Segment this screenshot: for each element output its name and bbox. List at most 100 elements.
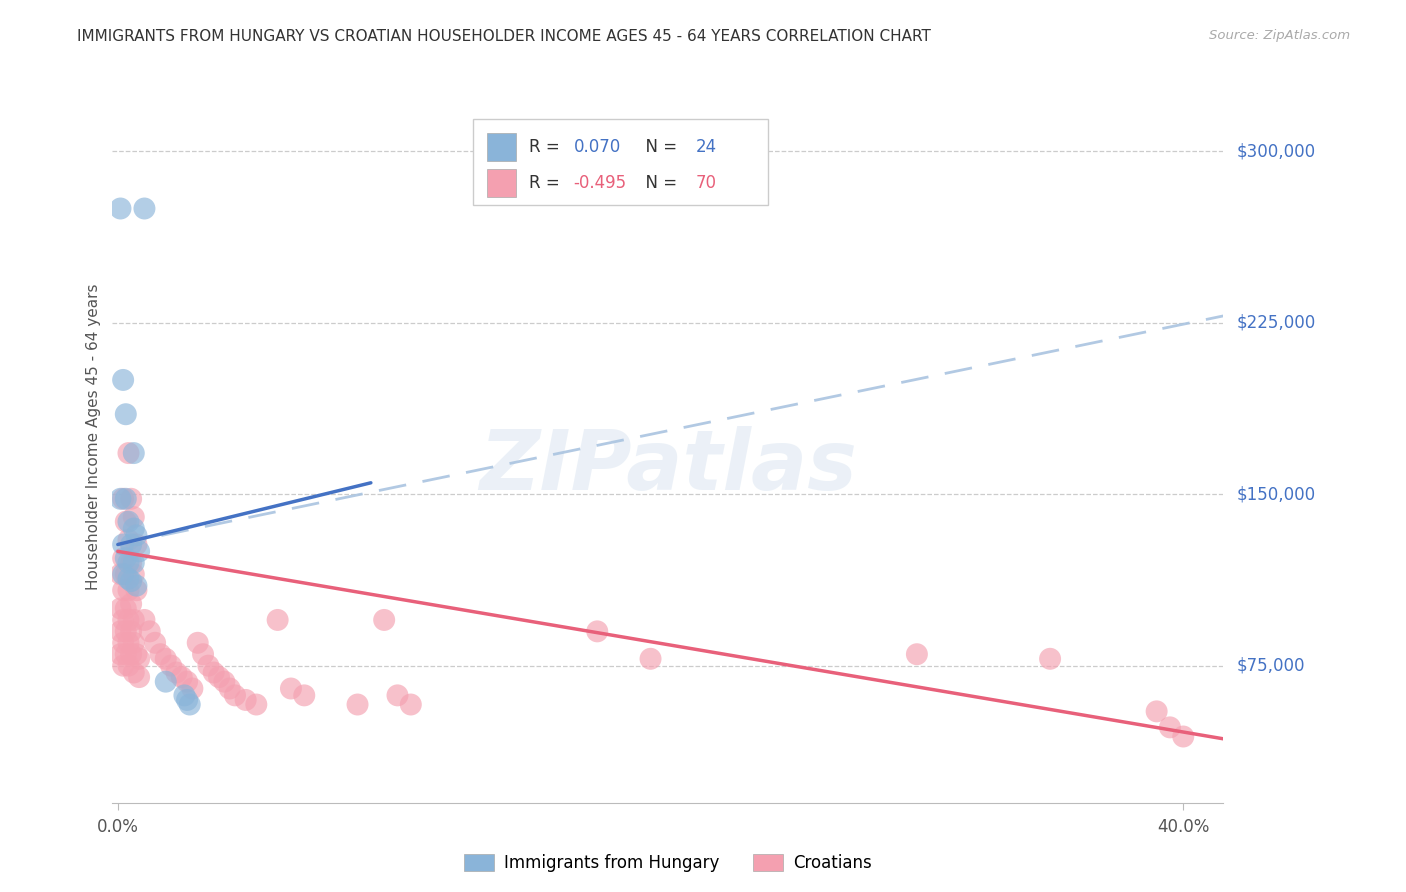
Point (117, 636, 139, 650)
Text: 0.070: 0.070 (574, 137, 620, 156)
Point (122, 510, 145, 524)
Point (143, 636, 166, 650)
Point (117, 583, 139, 598)
Point (117, 658, 139, 673)
Point (139, 624, 162, 639)
Point (112, 491, 135, 506)
FancyBboxPatch shape (474, 119, 768, 205)
Point (170, 670, 193, 684)
Text: ZIPatlas: ZIPatlas (479, 425, 856, 507)
Point (640, 652, 662, 666)
Point (245, 698, 267, 712)
Point (110, 601, 132, 615)
Point (110, 647, 132, 661)
Text: IMMIGRANTS FROM HUNGARY VS CROATIAN HOUSEHOLDER INCOME AGES 45 - 64 YEARS CORREL: IMMIGRANTS FROM HUNGARY VS CROATIAN HOUS… (77, 29, 931, 44)
Point (173, 689, 195, 703)
Point (149, 647, 172, 661)
Point (110, 491, 132, 506)
Point (122, 613, 145, 627)
Point (112, 551, 135, 566)
Text: $225,000: $225,000 (1237, 314, 1316, 332)
Point (114, 567, 136, 582)
Point (117, 572, 139, 586)
Text: Source: ZipAtlas.com: Source: ZipAtlas.com (1209, 29, 1350, 42)
Point (125, 647, 148, 661)
Point (120, 491, 142, 506)
Point (1039, 652, 1062, 666)
Text: N =: N = (634, 174, 682, 193)
Text: 24: 24 (696, 137, 717, 156)
Point (181, 681, 204, 696)
Point (112, 373, 135, 387)
Point (586, 624, 609, 639)
Bar (486, 133, 516, 161)
Point (179, 698, 201, 712)
Point (1159, 720, 1181, 734)
Point (905, 647, 928, 661)
Text: -0.495: -0.495 (574, 174, 627, 193)
Point (202, 665, 225, 680)
Legend: Immigrants from Hungary, Croatians: Immigrants from Hungary, Croatians (457, 847, 879, 879)
Point (110, 624, 132, 639)
Point (399, 698, 422, 712)
Point (122, 556, 145, 570)
Point (122, 567, 145, 582)
Point (128, 670, 150, 684)
Point (110, 202, 132, 216)
Point (120, 624, 142, 639)
Point (114, 551, 136, 566)
Point (117, 446, 139, 460)
Point (155, 674, 177, 689)
Point (235, 693, 257, 707)
Text: 70: 70 (696, 174, 717, 193)
Point (122, 521, 145, 535)
Point (120, 556, 142, 570)
Text: $300,000: $300,000 (1237, 143, 1316, 161)
Point (120, 647, 142, 661)
Point (122, 665, 145, 680)
Point (292, 689, 315, 703)
Point (114, 515, 136, 529)
Point (114, 624, 136, 639)
Text: R =: R = (529, 137, 565, 156)
Point (373, 613, 395, 627)
Point (114, 601, 136, 615)
Point (120, 537, 142, 551)
Text: R =: R = (529, 174, 565, 193)
Point (224, 689, 246, 703)
Text: $150,000: $150,000 (1237, 485, 1316, 503)
Point (187, 636, 209, 650)
Point (134, 613, 156, 627)
Point (117, 533, 139, 547)
Point (112, 658, 135, 673)
Point (112, 537, 135, 551)
Point (128, 652, 150, 666)
Point (134, 202, 156, 216)
Point (112, 636, 135, 650)
Point (160, 658, 183, 673)
Point (117, 556, 139, 570)
Point (122, 636, 145, 650)
Point (114, 407, 136, 421)
Text: $75,000: $75,000 (1237, 657, 1306, 674)
Point (120, 597, 142, 611)
Point (125, 537, 148, 551)
Point (112, 583, 135, 598)
Point (114, 647, 136, 661)
Point (176, 693, 198, 707)
Point (117, 613, 139, 627)
Point (191, 647, 214, 661)
Bar (486, 169, 516, 197)
Y-axis label: Householder Income Ages 45 - 64 years: Householder Income Ages 45 - 64 years (86, 284, 101, 591)
Point (125, 579, 148, 593)
Point (266, 613, 288, 627)
Point (128, 544, 150, 558)
Point (117, 515, 139, 529)
Point (218, 681, 240, 696)
Point (208, 670, 231, 684)
Point (125, 528, 148, 542)
Point (197, 658, 219, 673)
Point (176, 674, 198, 689)
Point (1146, 705, 1168, 719)
Point (120, 574, 142, 588)
